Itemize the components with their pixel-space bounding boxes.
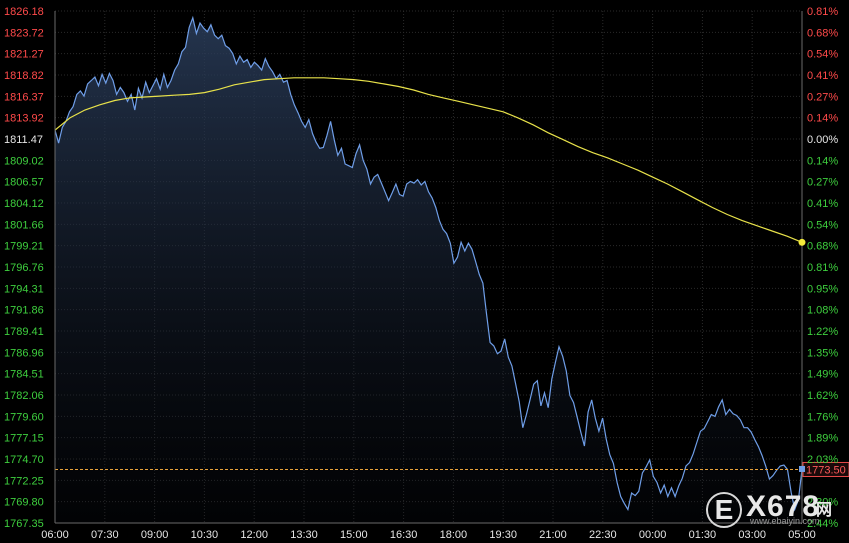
y-tick-right: 1.08% (807, 305, 838, 317)
y-tick-left: 1826.18 (4, 6, 44, 18)
y-tick-left: 1813.92 (4, 113, 44, 125)
y-tick-left: 1821.27 (4, 49, 44, 61)
y-tick-right: 2.03% (807, 454, 838, 466)
x-tick: 22:30 (589, 529, 617, 541)
y-tick-left: 1786.96 (4, 347, 44, 359)
y-tick-right: 1.22% (807, 326, 838, 338)
axes (54, 11, 803, 524)
y-tick-right: 0.68% (807, 27, 838, 39)
y-tick-left: 1809.02 (4, 155, 44, 167)
y-tick-right: 0.00% (807, 134, 838, 146)
watermark-logo-number: X678 (746, 490, 821, 523)
x-tick: 12:00 (240, 529, 268, 541)
y-tick-right: 0.14% (807, 155, 838, 167)
y-tick-right: 0.95% (807, 283, 838, 295)
watermark-logo-letter: E (706, 492, 742, 528)
y-tick-left: 1806.57 (4, 177, 44, 189)
y-tick-right: 1.35% (807, 347, 838, 359)
x-tick: 10:30 (191, 529, 219, 541)
y-tick-left: 1777.15 (4, 433, 44, 445)
watermark-logo-cn: 网 (816, 502, 833, 519)
x-tick: 06:00 (41, 529, 69, 541)
x-tick: 21:00 (539, 529, 567, 541)
y-tick-right: 1.76% (807, 411, 838, 423)
average-end-marker (798, 238, 806, 246)
y-tick-right: 0.81% (807, 262, 838, 274)
y-tick-left: 1796.76 (4, 262, 44, 274)
y-tick-left: 1772.25 (4, 475, 44, 487)
y-axis-left-labels: 1826.18 1823.72 1821.27 1818.82 1816.37 1813.… (4, 6, 44, 530)
price-lines (54, 15, 803, 512)
y-tick-left: 1769.80 (4, 497, 44, 509)
price-area (55, 17, 802, 524)
y-tick-left: 1767.35 (4, 518, 44, 530)
y-tick-left: 1774.70 (4, 454, 44, 466)
x-tick: 03:00 (738, 529, 766, 541)
x-tick: 15:00 (340, 529, 368, 541)
x-axis-labels: 06:00 07:30 09:00 10:30 12:00 13:30 15:00 16:30… (41, 529, 816, 541)
x-tick: 13:30 (290, 529, 318, 541)
y-tick-left: 1804.12 (4, 198, 44, 210)
y-tick-right: 2.30% (807, 497, 838, 509)
y-tick-left: 1779.60 (4, 411, 44, 423)
last-price-reference: 1773.50 (55, 461, 849, 477)
y-tick-right: 1.62% (807, 390, 838, 402)
x-tick: 07:30 (91, 529, 119, 541)
y-tick-right: 0.27% (807, 177, 838, 189)
y-tick-left: 1816.37 (4, 91, 44, 103)
y-tick-left: 1811.47 (4, 134, 43, 146)
y-tick-right: 0.54% (807, 219, 838, 231)
y-tick-left: 1784.51 (4, 369, 44, 381)
x-tick: 05:00 (788, 529, 816, 541)
x-tick: 16:30 (390, 529, 418, 541)
x-tick: 19:30 (489, 529, 517, 541)
x-tick: 09:00 (141, 529, 169, 541)
y-tick-right: 0.81% (807, 6, 838, 18)
x-tick: 18:00 (440, 529, 468, 541)
y-tick-right: 0.68% (807, 241, 838, 253)
y-tick-right: 0.27% (807, 91, 838, 103)
y-tick-right: 1.49% (807, 369, 838, 381)
y-tick-left: 1794.31 (4, 283, 44, 295)
y-tick-left: 1801.66 (4, 219, 44, 231)
x-tick: 00:00 (639, 529, 667, 541)
y-tick-left: 1789.41 (4, 326, 44, 338)
price-line (54, 15, 803, 512)
y-tick-left: 1791.86 (4, 305, 44, 317)
y-tick-right: 0.14% (807, 113, 838, 125)
average-line (54, 77, 803, 243)
price-end-marker (799, 465, 805, 472)
y-tick-left: 1799.21 (4, 241, 44, 253)
last-price-label: 1773.50 (806, 464, 846, 476)
y-tick-right: 2.44% (807, 518, 838, 530)
watermark-url: www.ebaiyin.com (750, 516, 820, 526)
y-tick-right: 0.54% (807, 49, 838, 61)
series-end-markers (798, 238, 806, 472)
y-axis-right-labels: 0.81% 0.68% 0.54% 0.41% 0.27% 0.14% 0.00% 0.14%… (807, 6, 838, 530)
price-area-fill (55, 17, 802, 524)
x-tick: 01:30 (689, 529, 717, 541)
y-tick-left: 1823.72 (4, 27, 44, 39)
watermark-logo: E X678 网 www.ebaiyin.com (706, 486, 846, 538)
y-tick-left: 1782.06 (4, 390, 44, 402)
y-tick-left: 1818.82 (4, 70, 44, 82)
y-tick-right: 0.41% (807, 198, 838, 210)
y-tick-right: 1.89% (807, 433, 838, 445)
y-tick-right: 0.41% (807, 70, 838, 82)
